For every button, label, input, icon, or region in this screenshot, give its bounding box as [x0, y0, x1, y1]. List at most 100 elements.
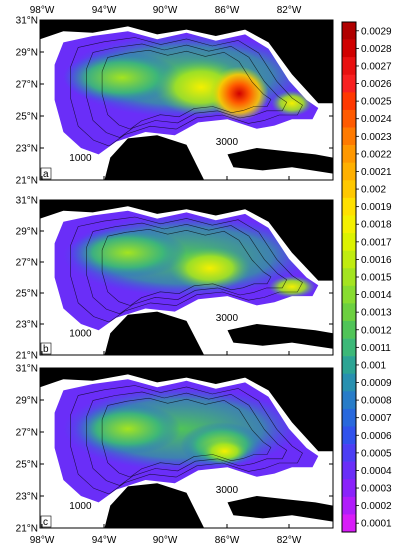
- colorbar-tick-label: 0.0001: [361, 519, 392, 530]
- lat-tick-label: 25°N: [16, 460, 38, 471]
- lat-tick-label: 25°N: [16, 112, 38, 123]
- colorbar-tick-label: 0.0016: [361, 255, 392, 266]
- lon-tick-label-bottom: 82°W: [277, 535, 302, 546]
- lat-tick-label: 29°N: [16, 48, 38, 59]
- concentration-blob: [168, 246, 251, 290]
- lat-tick-label: 23°N: [16, 492, 38, 503]
- land-yucatan: [104, 483, 205, 528]
- map-panel-a: 1000 2000 3000 a 31°N 29°N 27°N 25°N 23°N 21°N: [16, 16, 334, 187]
- colorbar-segment: [342, 496, 356, 515]
- colorbar-tick-label: 0.0022: [361, 149, 392, 160]
- panel-label-box: [40, 167, 52, 180]
- colorbar-tick-label: 0.0006: [361, 431, 392, 442]
- colorbar-segment: [342, 338, 356, 357]
- colorbar-tick-label: 0.0013: [361, 308, 392, 319]
- colorbar-tick-label: 0.0017: [361, 237, 392, 248]
- colorbar-tick-label: 0.0015: [361, 273, 392, 284]
- colorbar-tick-label: 0.0008: [361, 396, 392, 407]
- bathymetry-contour: [70, 216, 303, 323]
- land-north-america: [40, 200, 333, 281]
- lon-tick-label-top: 86°W: [215, 5, 240, 16]
- map-panel-b: 1000 2000 3000 b 31°N 29°N 27°N 25°N 23°N 21°N: [16, 196, 334, 362]
- concentration-blob: [209, 66, 269, 121]
- colorbar-tick-label: 0.0009: [361, 378, 392, 389]
- colorbar-tick-label: 0.0027: [361, 61, 392, 72]
- bathymetry-contour: [86, 391, 288, 486]
- colorbar-segment: [342, 22, 356, 40]
- contour-label: 1000: [69, 501, 92, 512]
- concentration-blob: [268, 275, 316, 298]
- colorbar-segment: [342, 109, 356, 128]
- contour-label: 2000: [145, 322, 168, 333]
- lat-tick-label: 21°N: [16, 524, 38, 535]
- land-north-america: [40, 368, 333, 452]
- panel-label-box: [40, 515, 52, 528]
- colorbar-segment: [342, 162, 356, 181]
- contour-label: 3000: [216, 485, 239, 496]
- land-cuba: [227, 148, 333, 174]
- land-cuba: [227, 496, 333, 522]
- lat-tick-label: 27°N: [16, 80, 38, 91]
- colorbar-tick-label: 0.002: [361, 185, 386, 196]
- lat-tick-label: 23°N: [16, 144, 38, 155]
- panel-label: c: [43, 517, 48, 528]
- colorbar-segment: [342, 197, 356, 216]
- map-panel-c: 1000 2000 3000 c 31°N 29°N 27°N 25°N 23°N 21°N: [16, 364, 334, 535]
- panel-label-box: [40, 342, 52, 355]
- colorbar-segment: [342, 92, 356, 111]
- lon-tick-label-top: 90°W: [153, 5, 178, 16]
- lat-tick-label: 31°N: [16, 16, 38, 27]
- colorbar-tick-label: 0.0011: [361, 343, 391, 354]
- concentration-blob: [63, 52, 181, 104]
- panel-label: b: [43, 344, 49, 355]
- lat-tick-label: 25°N: [16, 289, 38, 300]
- colorbar-tick-label: 0.001: [361, 360, 386, 371]
- colorbar-segment: [342, 303, 356, 322]
- lat-tick-label: 27°N: [16, 428, 38, 439]
- colorbar-tick-label: 0.0021: [361, 167, 392, 178]
- colorbar-tick-label: 0.0002: [361, 501, 392, 512]
- colorbar-segment: [342, 514, 356, 533]
- colorbar-tick-label: 0.0024: [361, 114, 392, 125]
- colorbar-tick-label: 0.0007: [361, 413, 392, 424]
- lon-tick-label-top: 82°W: [277, 5, 302, 16]
- bathymetry-contour: [101, 228, 272, 306]
- lon-tick-label-top: 94°W: [92, 5, 117, 16]
- colorbar-segment: [342, 145, 356, 163]
- lon-tick-label-bottom: 94°W: [92, 535, 117, 546]
- bathymetry-contour: [101, 397, 272, 478]
- lat-tick-label: 23°N: [16, 320, 38, 331]
- colorbar-segment: [342, 74, 356, 93]
- colorbar-segment: [342, 57, 356, 76]
- concentration-blob: [69, 227, 187, 278]
- lat-tick-label: 29°N: [16, 396, 38, 407]
- lat-tick-label: 29°N: [16, 227, 38, 238]
- colorbar-segment: [342, 408, 356, 427]
- colorbar-tick-label: 0.0023: [361, 132, 392, 143]
- contour-label: 2000: [145, 494, 168, 505]
- concentration-blob: [75, 403, 181, 455]
- land-yucatan: [104, 135, 205, 180]
- lon-tick-label-bottom: 98°W: [30, 535, 55, 546]
- land-north-america: [40, 20, 333, 104]
- contour-label: 2000: [145, 146, 168, 157]
- lat-tick-label: 27°N: [16, 258, 38, 269]
- colorbar-tick-label: 0.0014: [361, 290, 392, 301]
- colorbar-segment: [342, 39, 356, 58]
- concentration-blob: [271, 90, 313, 116]
- panel-frame: [39, 367, 334, 529]
- colorbar-tick-label: 0.0012: [361, 325, 392, 336]
- colorbar-tick-label: 0.0019: [361, 202, 392, 213]
- contour-label: 1000: [69, 328, 92, 339]
- bathymetry-contour: [70, 37, 303, 147]
- colorbar-segment: [342, 356, 356, 375]
- colorbar-segment: [342, 233, 356, 251]
- colorbar: 0.0029 0.0028 0.0027 0.0026 0.0025 0.0024 0.00…: [341, 21, 392, 533]
- land-yucatan: [104, 311, 205, 355]
- panel-frame: [39, 199, 334, 356]
- colorbar-tick-label: 0.0026: [361, 79, 392, 90]
- contour-label: 1000: [69, 153, 92, 164]
- colorbar-tick-label: 0.0005: [361, 448, 392, 459]
- land-cuba: [227, 324, 333, 349]
